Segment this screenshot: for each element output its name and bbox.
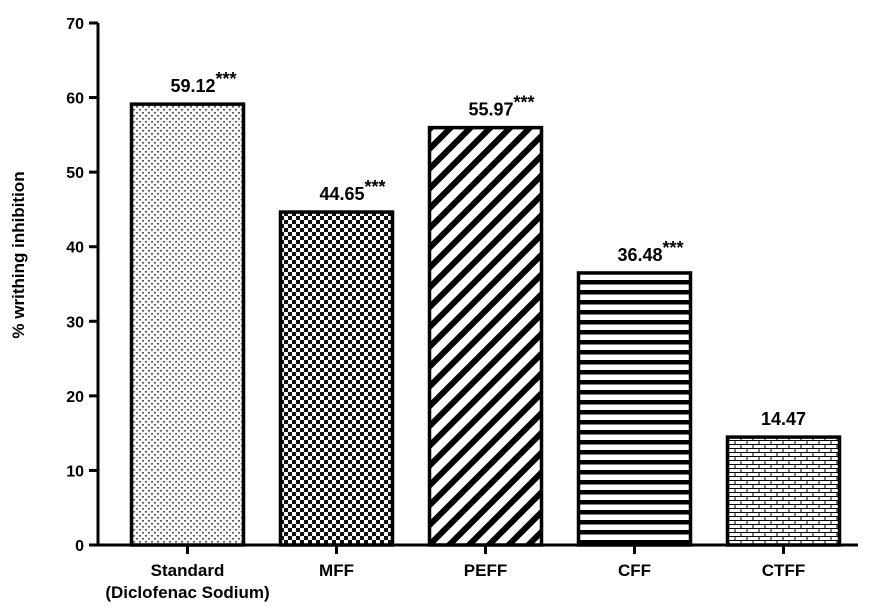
x-tick-label: CTFF <box>762 561 805 580</box>
x-axis: Standard (Diclofenac Sodium) MFF PEFF CFF CTF… <box>96 543 858 602</box>
y-tick-label: 40 <box>66 240 84 257</box>
x-tick-label: CFF <box>618 561 651 580</box>
x-tick-label: (Diclofenac Sodium) <box>105 583 269 602</box>
significance-marker: *** <box>514 93 535 113</box>
x-tick-label: Standard <box>151 561 225 580</box>
significance-marker: *** <box>365 177 386 197</box>
significance-marker: *** <box>216 69 237 89</box>
y-tick-label: 70 <box>66 16 84 33</box>
y-tick-label: 0 <box>75 538 84 555</box>
bar-mff <box>278 210 395 547</box>
data-value: 14.47 <box>761 409 806 429</box>
bars <box>129 102 842 547</box>
data-value: 55.97 <box>468 100 513 120</box>
data-label: 59.12*** <box>170 69 236 96</box>
x-tick-label: PEFF <box>464 561 507 580</box>
y-tick-label: 30 <box>66 314 84 331</box>
y-tick-label: 60 <box>66 91 84 108</box>
data-labels: 59.12***44.65***55.97***36.48***14.47 <box>170 69 806 429</box>
y-tick-label: 20 <box>66 389 84 406</box>
data-value: 36.48 <box>617 245 662 265</box>
bar-ctff <box>725 435 842 547</box>
x-tick-label: MFF <box>319 561 354 580</box>
significance-marker: *** <box>663 238 684 258</box>
data-value: 59.12 <box>170 76 215 96</box>
data-label: 55.97*** <box>468 93 534 120</box>
y-axis-label: % writhing inhibition <box>9 171 28 338</box>
bar-standard <box>129 102 246 547</box>
bar-peff <box>427 125 544 547</box>
y-tick-label: 10 <box>66 463 84 480</box>
data-label: 14.47 <box>761 409 806 429</box>
bar-cff <box>576 271 693 547</box>
y-tick-label: 50 <box>66 165 84 182</box>
data-label: 44.65*** <box>319 177 385 204</box>
data-value: 44.65 <box>319 184 364 204</box>
y-axis: 0 10 20 30 40 50 60 70 <box>66 16 100 555</box>
data-label: 36.48*** <box>617 238 683 265</box>
